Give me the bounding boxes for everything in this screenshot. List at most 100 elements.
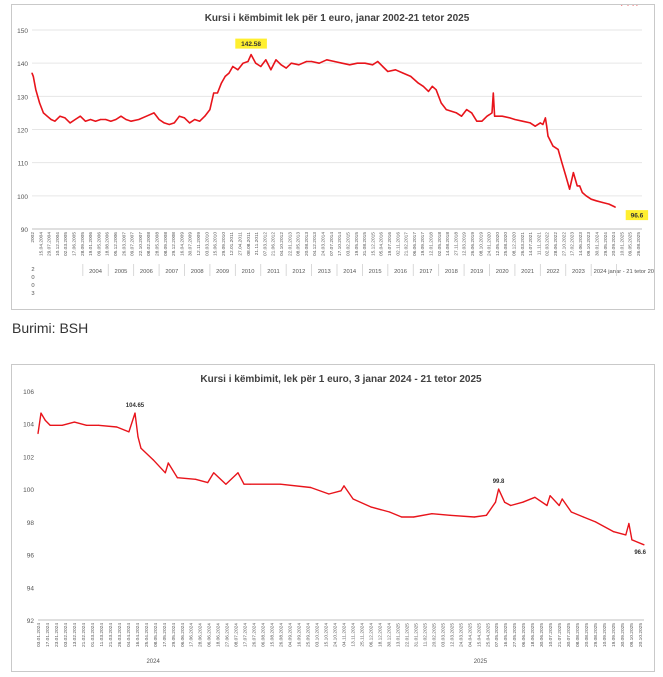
x-year-label-vertical-char: 3 [31, 291, 34, 297]
x-date-tick-label: 11.03.2024 [99, 623, 105, 647]
x-year-label: 2007 [165, 269, 178, 275]
x-date-tick-label: 01.03.2024 [90, 623, 96, 647]
data-point [125, 118, 127, 121]
x-year-label: 2004 [89, 269, 103, 275]
x-date-tick-label: 21.02.2024 [81, 623, 87, 647]
data-point [49, 424, 51, 426]
data-point [85, 424, 88, 426]
x-date-tick-label: 20.09.2024 [611, 232, 617, 256]
x-date-tick-label: 18.06.2025 [530, 623, 536, 647]
data-point [199, 120, 201, 122]
x-date-tick-label: 06.12.2024 [368, 623, 374, 647]
data-point [204, 115, 206, 117]
data-point [32, 75, 34, 77]
x-date-tick-label: 20.02.2025 [431, 623, 437, 647]
data-point [61, 424, 63, 426]
data-point [522, 501, 524, 503]
data-point [613, 531, 615, 533]
data-point [521, 120, 524, 122]
data-point [608, 203, 610, 205]
data-point [74, 118, 76, 121]
data-point [168, 123, 170, 126]
x-date-tick-label: 13.11.2024 [350, 623, 356, 647]
data-point [134, 412, 136, 414]
data-point [509, 117, 511, 119]
chart-title: Kursi i këmbimit lek për 1 euro, janar 2… [205, 13, 470, 24]
data-point [343, 485, 345, 487]
y-tick-label: 102 [23, 454, 34, 461]
data-point [250, 54, 252, 56]
data-point [242, 62, 244, 64]
data-point [328, 493, 330, 495]
x-date-tick-label: 08.08.2025 [575, 623, 581, 647]
data-point [145, 115, 147, 117]
data-point [326, 59, 328, 61]
data-point [631, 539, 633, 541]
data-point [120, 115, 122, 117]
x-date-tick-label: 03.10.2024 [315, 623, 321, 647]
data-point [46, 115, 48, 117]
x-date-tick-label: 31.01.2025 [413, 623, 419, 647]
chart-2024-2025-svg: Kursi i këmbimit, lek për 1 euro, 3 jana… [23, 374, 647, 665]
data-point [333, 60, 336, 63]
annotation-label: 104.65 [126, 403, 145, 409]
data-point [372, 64, 374, 66]
data-point [590, 198, 592, 200]
x-date-tick-label: 16.04.2024 [135, 623, 141, 647]
data-point [54, 120, 56, 122]
data-point [64, 117, 66, 119]
data-point [237, 69, 239, 71]
x-date-tick-label: 08.07.2024 [234, 623, 240, 647]
x-date-tick-label: 15.04.2004 [38, 232, 44, 256]
data-point [494, 115, 496, 117]
x-date-tick-label: 10.01.2025 [619, 232, 625, 256]
x-date-tick-label: 29.05.2024 [171, 623, 177, 647]
data-point [413, 516, 415, 518]
x-date-tick-label: 2002 [30, 232, 36, 243]
x-date-tick-label: 09.07.2007 [130, 232, 136, 256]
data-point [514, 118, 516, 121]
x-date-tick-label: 15.12.2015 [370, 232, 376, 256]
data-point [225, 483, 227, 485]
x-year-label: 2020 [496, 269, 509, 275]
chart-2002-2025-svg: Kursi i këmbimit lek për 1 euro, janar 2… [17, 4, 660, 297]
data-point [39, 102, 41, 104]
data-point [546, 504, 548, 507]
data-point [209, 109, 211, 111]
x-date-tick-label: 28.05.2008 [155, 232, 161, 256]
x-date-tick-label: 30.09.2025 [620, 623, 626, 647]
data-point [260, 65, 262, 68]
x-date-tick-label: 23.01.2024 [54, 623, 60, 647]
x-date-tick-label: 30.06.2025 [539, 623, 545, 647]
data-point [163, 122, 165, 124]
data-point [565, 175, 567, 177]
data-point [492, 92, 494, 94]
x-date-tick-label: 26.08.2024 [279, 623, 285, 647]
x-year-label: 2015 [369, 269, 382, 275]
x-date-tick-label: 07.07.2014 [329, 232, 335, 256]
data-point [340, 490, 342, 492]
data-point [552, 145, 554, 147]
x-date-tick-label: 26.07.2024 [252, 623, 258, 647]
x-date-tick-label: 25.08.2020 [503, 232, 509, 256]
x-year-label: 2019 [470, 269, 483, 275]
data-point [422, 85, 424, 87]
x-date-tick-label: 10.07.2025 [548, 623, 554, 647]
data-point [628, 522, 630, 525]
x-date-tick-label: 05.04.2016 [379, 232, 385, 256]
series-line [31, 53, 616, 208]
data-point [275, 59, 277, 61]
x-date-tick-label: 15.08.2024 [270, 623, 276, 647]
x-year-label: 2008 [191, 269, 204, 275]
data-point [37, 432, 39, 435]
data-point [176, 477, 178, 479]
x-date-tick-label: 21.03.2024 [108, 623, 114, 647]
data-point [232, 65, 234, 68]
data-point [94, 120, 97, 122]
x-year-label: 2018 [445, 269, 458, 275]
x-date-tick-label: 29.05.2024 [603, 232, 609, 256]
data-point [627, 4, 629, 6]
x-date-tick-label: 28.09.2005 [80, 232, 86, 256]
x-date-tick-label: 28.06.2024 [198, 623, 204, 647]
data-point [140, 447, 142, 449]
